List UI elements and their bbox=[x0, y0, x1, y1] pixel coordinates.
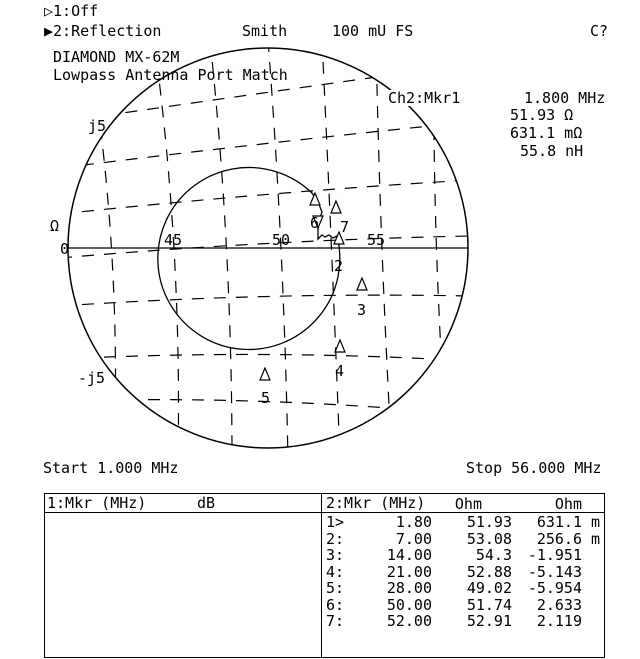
trace1-marker-table: 1:Mkr (MHz) dB bbox=[44, 493, 322, 658]
reactance-grid-line bbox=[68, 179, 468, 215]
marker-triangle-icon[interactable] bbox=[356, 276, 368, 291]
resistance-grid-line bbox=[375, 48, 393, 448]
label-zero: 0 bbox=[60, 240, 70, 258]
marker-triangle-icon[interactable] bbox=[334, 338, 346, 353]
marker-id: 6: bbox=[326, 595, 345, 614]
marker-resistance: 51.93 bbox=[466, 513, 512, 531]
marker-reactance: 2.633 bbox=[536, 595, 582, 614]
marker-frequency: 28.00 bbox=[386, 579, 432, 597]
marker-frequency: 21.00 bbox=[386, 562, 432, 581]
marker-id: 4: bbox=[326, 562, 345, 581]
marker-readout-resistance: 51.93 Ω bbox=[510, 106, 574, 124]
marker-triangle-icon[interactable] bbox=[330, 199, 342, 214]
marker-resistance: 52.88 bbox=[466, 562, 512, 581]
trace2-status[interactable]: ▶2:Reflection bbox=[44, 22, 162, 40]
marker-triangle-icon[interactable] bbox=[259, 366, 271, 381]
marker-frequency: 7.00 bbox=[395, 529, 432, 548]
marker-label-4: 4 bbox=[335, 362, 345, 380]
marker-frequency: 52.00 bbox=[386, 612, 432, 630]
marker-label-2: 2 bbox=[334, 257, 344, 275]
marker-triangle-icon[interactable] bbox=[333, 230, 345, 245]
scale-label: 100 mU FS bbox=[332, 22, 414, 40]
marker-reactance: 256.6 bbox=[536, 529, 582, 548]
marker-label-3: 3 bbox=[357, 301, 367, 319]
marker-readout-freq: 1.800 MHz bbox=[524, 89, 606, 107]
resistance-grid-line bbox=[321, 48, 341, 448]
resistance-grid-line bbox=[209, 48, 233, 448]
marker-resistance: 52.91 bbox=[466, 612, 512, 630]
title-line2: Lowpass Antenna Port Match bbox=[53, 66, 288, 84]
marker-triangle-icon[interactable] bbox=[309, 191, 321, 206]
label-omega: Ω bbox=[50, 217, 60, 235]
table1-header-mkr: 1:Mkr (MHz) bbox=[47, 494, 147, 512]
reactance-grid-line bbox=[68, 121, 468, 169]
stop-frequency[interactable]: Stop 56.000 MHz bbox=[466, 459, 602, 477]
table2-header-mkr: 2:Mkr (MHz) bbox=[326, 494, 426, 512]
label-50: 50 bbox=[272, 231, 291, 249]
marker-resistance: 49.02 bbox=[466, 579, 512, 597]
marker-readout-inductance: 55.8 nH bbox=[520, 142, 584, 160]
marker-id: 5: bbox=[326, 579, 345, 597]
label-55: 55 bbox=[367, 231, 386, 249]
marker-readout-reactance: 631.1 mΩ bbox=[510, 124, 583, 142]
trace1-status[interactable]: ▷1:Off bbox=[44, 2, 99, 20]
reactance-grid-line bbox=[68, 294, 468, 307]
marker-reactance: 2.119 bbox=[536, 612, 582, 630]
marker-id: 7: bbox=[326, 612, 345, 630]
label-j5: j5 bbox=[88, 117, 107, 135]
marker-unit: m bbox=[590, 529, 600, 548]
label-neg-j5: -j5 bbox=[78, 369, 106, 387]
reflection-trace bbox=[157, 166, 341, 351]
marker-frequency: 50.00 bbox=[386, 595, 432, 614]
trace2-marker-table: 2:Mkr (MHz) Ohm Ohm 1> 1.80 51.93 631.1 m 2: 7… bbox=[321, 493, 605, 658]
marker-resistance: 54.3 bbox=[475, 546, 512, 564]
marker-triangle-icon[interactable] bbox=[312, 215, 324, 230]
marker-id: 1> bbox=[326, 513, 345, 531]
table1-header-unit: dB bbox=[197, 494, 216, 512]
reactance-grid-line bbox=[68, 235, 468, 259]
marker-readout-label: Ch2:Mkr1 bbox=[388, 89, 461, 107]
marker-label-6: 6 bbox=[310, 214, 320, 232]
smith-chart bbox=[67, 47, 469, 449]
table2-header-r: Ohm bbox=[454, 495, 482, 513]
marker-frequency: 14.00 bbox=[386, 546, 432, 564]
marker-label-7: 7 bbox=[340, 218, 350, 236]
marker-resistance: 53.08 bbox=[466, 529, 512, 548]
marker-reactance: -5.954 bbox=[527, 579, 582, 597]
reactance-grid-line bbox=[68, 353, 468, 362]
marker-reactance: -5.143 bbox=[527, 562, 582, 581]
marker-label-5: 5 bbox=[261, 389, 271, 407]
marker-frequency: 1.80 bbox=[395, 513, 432, 531]
format-label: Smith bbox=[242, 22, 288, 40]
marker-id: 3: bbox=[326, 546, 345, 564]
marker-reactance: 631.1 bbox=[536, 513, 582, 531]
resistance-grid-line bbox=[267, 48, 289, 448]
marker-reactance: -1.951 bbox=[527, 546, 582, 564]
label-45: 45 bbox=[164, 231, 183, 249]
marker-unit: m bbox=[590, 513, 600, 531]
marker-id: 2: bbox=[326, 529, 345, 548]
table2-header-x: Ohm bbox=[554, 495, 582, 513]
marker-resistance: 51.74 bbox=[466, 595, 512, 614]
resistance-grid-line bbox=[87, 48, 117, 448]
cal-status: C? bbox=[590, 22, 609, 40]
start-frequency[interactable]: Start 1.000 MHz bbox=[43, 459, 179, 477]
title-line1: DIAMOND MX-62M bbox=[53, 48, 180, 66]
